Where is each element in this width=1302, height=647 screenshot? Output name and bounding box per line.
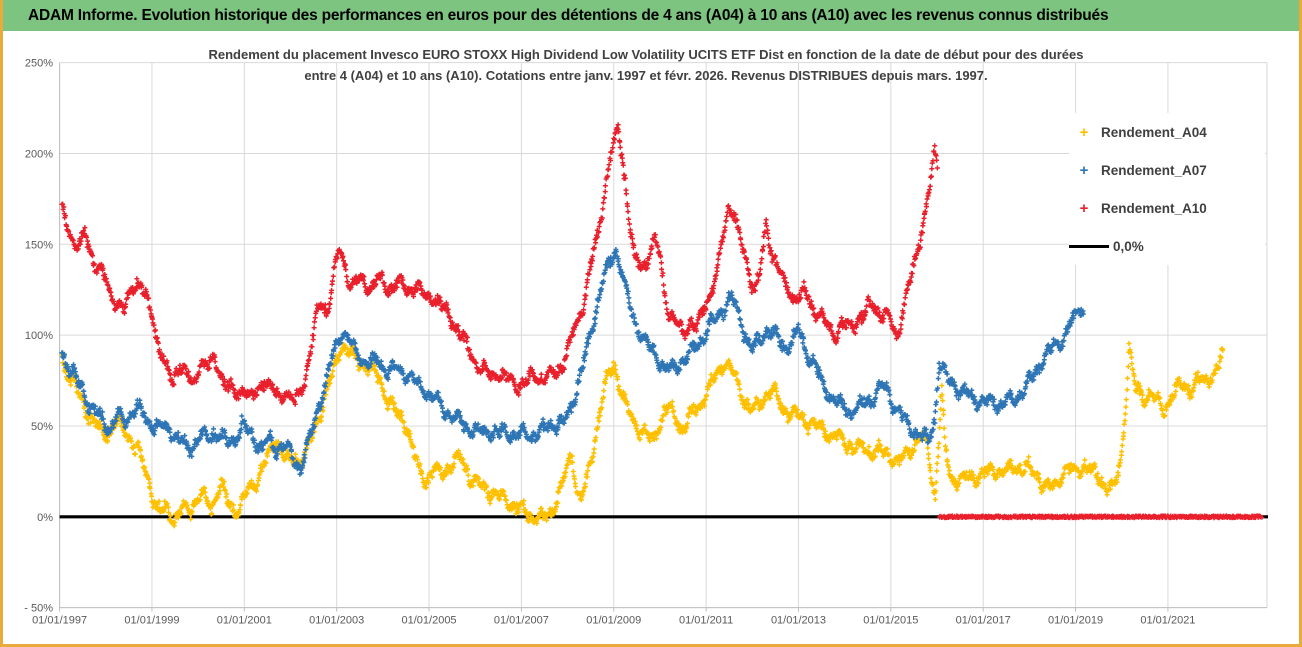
banner-title: ADAM Informe. Evolution historique des p…: [28, 6, 1109, 24]
y-tick-label: 150%: [25, 239, 53, 251]
y-tick-label: 50%: [31, 421, 53, 433]
x-tick-label: 01/01/2007: [494, 615, 549, 627]
x-tick-label: 01/01/2013: [771, 615, 826, 627]
x-tick-label: 01/01/1999: [124, 615, 179, 627]
y-tick-label: 200%: [25, 148, 53, 160]
plus-marker-icon: +: [1079, 123, 1089, 141]
x-tick-label: 01/01/2019: [1048, 615, 1103, 627]
x-tick-label: 01/01/2011: [679, 615, 733, 627]
chart-title-line1: Rendement du placement Invesco EURO STOX…: [208, 47, 1084, 62]
axis-labels: 250% 200% 150% 100% 50% 0% - 50%01/01/1997 01/0…: [24, 58, 1195, 627]
x-tick-label: 01/01/2021: [1140, 615, 1195, 627]
legend: + Rendement_A04 + Rendement_A07 + Rendem…: [1069, 113, 1265, 265]
chart-title: Rendement du placement Invesco EURO STOX…: [3, 44, 1289, 86]
legend-label-zero: 0,0%: [1113, 238, 1144, 254]
scatter-points-rendement_a10: [59, 122, 940, 407]
chart-svg: 250% 200% 150% 100% 50% 0% - 50%01/01/1997 01/0…: [24, 58, 1268, 627]
y-tick-label: 100%: [25, 330, 53, 342]
zero-line-swatch: [1069, 244, 1109, 248]
x-tick-label: 01/01/1997: [32, 615, 87, 627]
a10-zero-points: [937, 513, 1265, 521]
y-tick-label: - 50%: [24, 603, 53, 615]
plus-marker-icon: +: [1079, 199, 1089, 217]
series-rendement_a07: [59, 247, 1086, 477]
legend-item-rendement-a10: + Rendement_A10: [1069, 189, 1265, 227]
legend-item-zero-line: 0,0%: [1069, 227, 1265, 265]
x-tick-label: 01/01/2017: [956, 615, 1011, 627]
x-tick-label: 01/01/2015: [863, 615, 918, 627]
series-rendement_a04: [59, 341, 1226, 529]
y-tick-label: 250%: [25, 58, 53, 70]
y-tick-label: 0%: [37, 512, 53, 524]
chart-area: 250% 200% 150% 100% 50% 0% - 50% 01/01/1997 01/0…: [3, 31, 1299, 644]
x-tick-label: 01/01/2009: [586, 615, 641, 627]
series-rendement_a10: [59, 122, 1265, 521]
x-tick-label: 01/01/2003: [309, 615, 364, 627]
legend-label-a10: Rendement_A10: [1101, 200, 1207, 216]
header-banner: ADAM Informe. Evolution historique des p…: [3, 0, 1299, 31]
scatter-points-rendement_a07: [59, 247, 1086, 477]
legend-label-a07: Rendement_A07: [1101, 162, 1207, 178]
chart-title-line2: entre 4 (A04) et 10 ans (A10). Cotations…: [304, 68, 988, 83]
plus-marker-icon: +: [1079, 161, 1089, 179]
legend-item-rendement-a04: + Rendement_A04: [1069, 113, 1265, 151]
legend-item-rendement-a07: + Rendement_A07: [1069, 151, 1265, 189]
scatter-points-rendement_a04: [59, 341, 1226, 529]
x-tick-label: 01/01/2001: [217, 615, 272, 627]
legend-label-a04: Rendement_A04: [1101, 124, 1207, 140]
x-tick-label: 01/01/2005: [402, 615, 457, 627]
